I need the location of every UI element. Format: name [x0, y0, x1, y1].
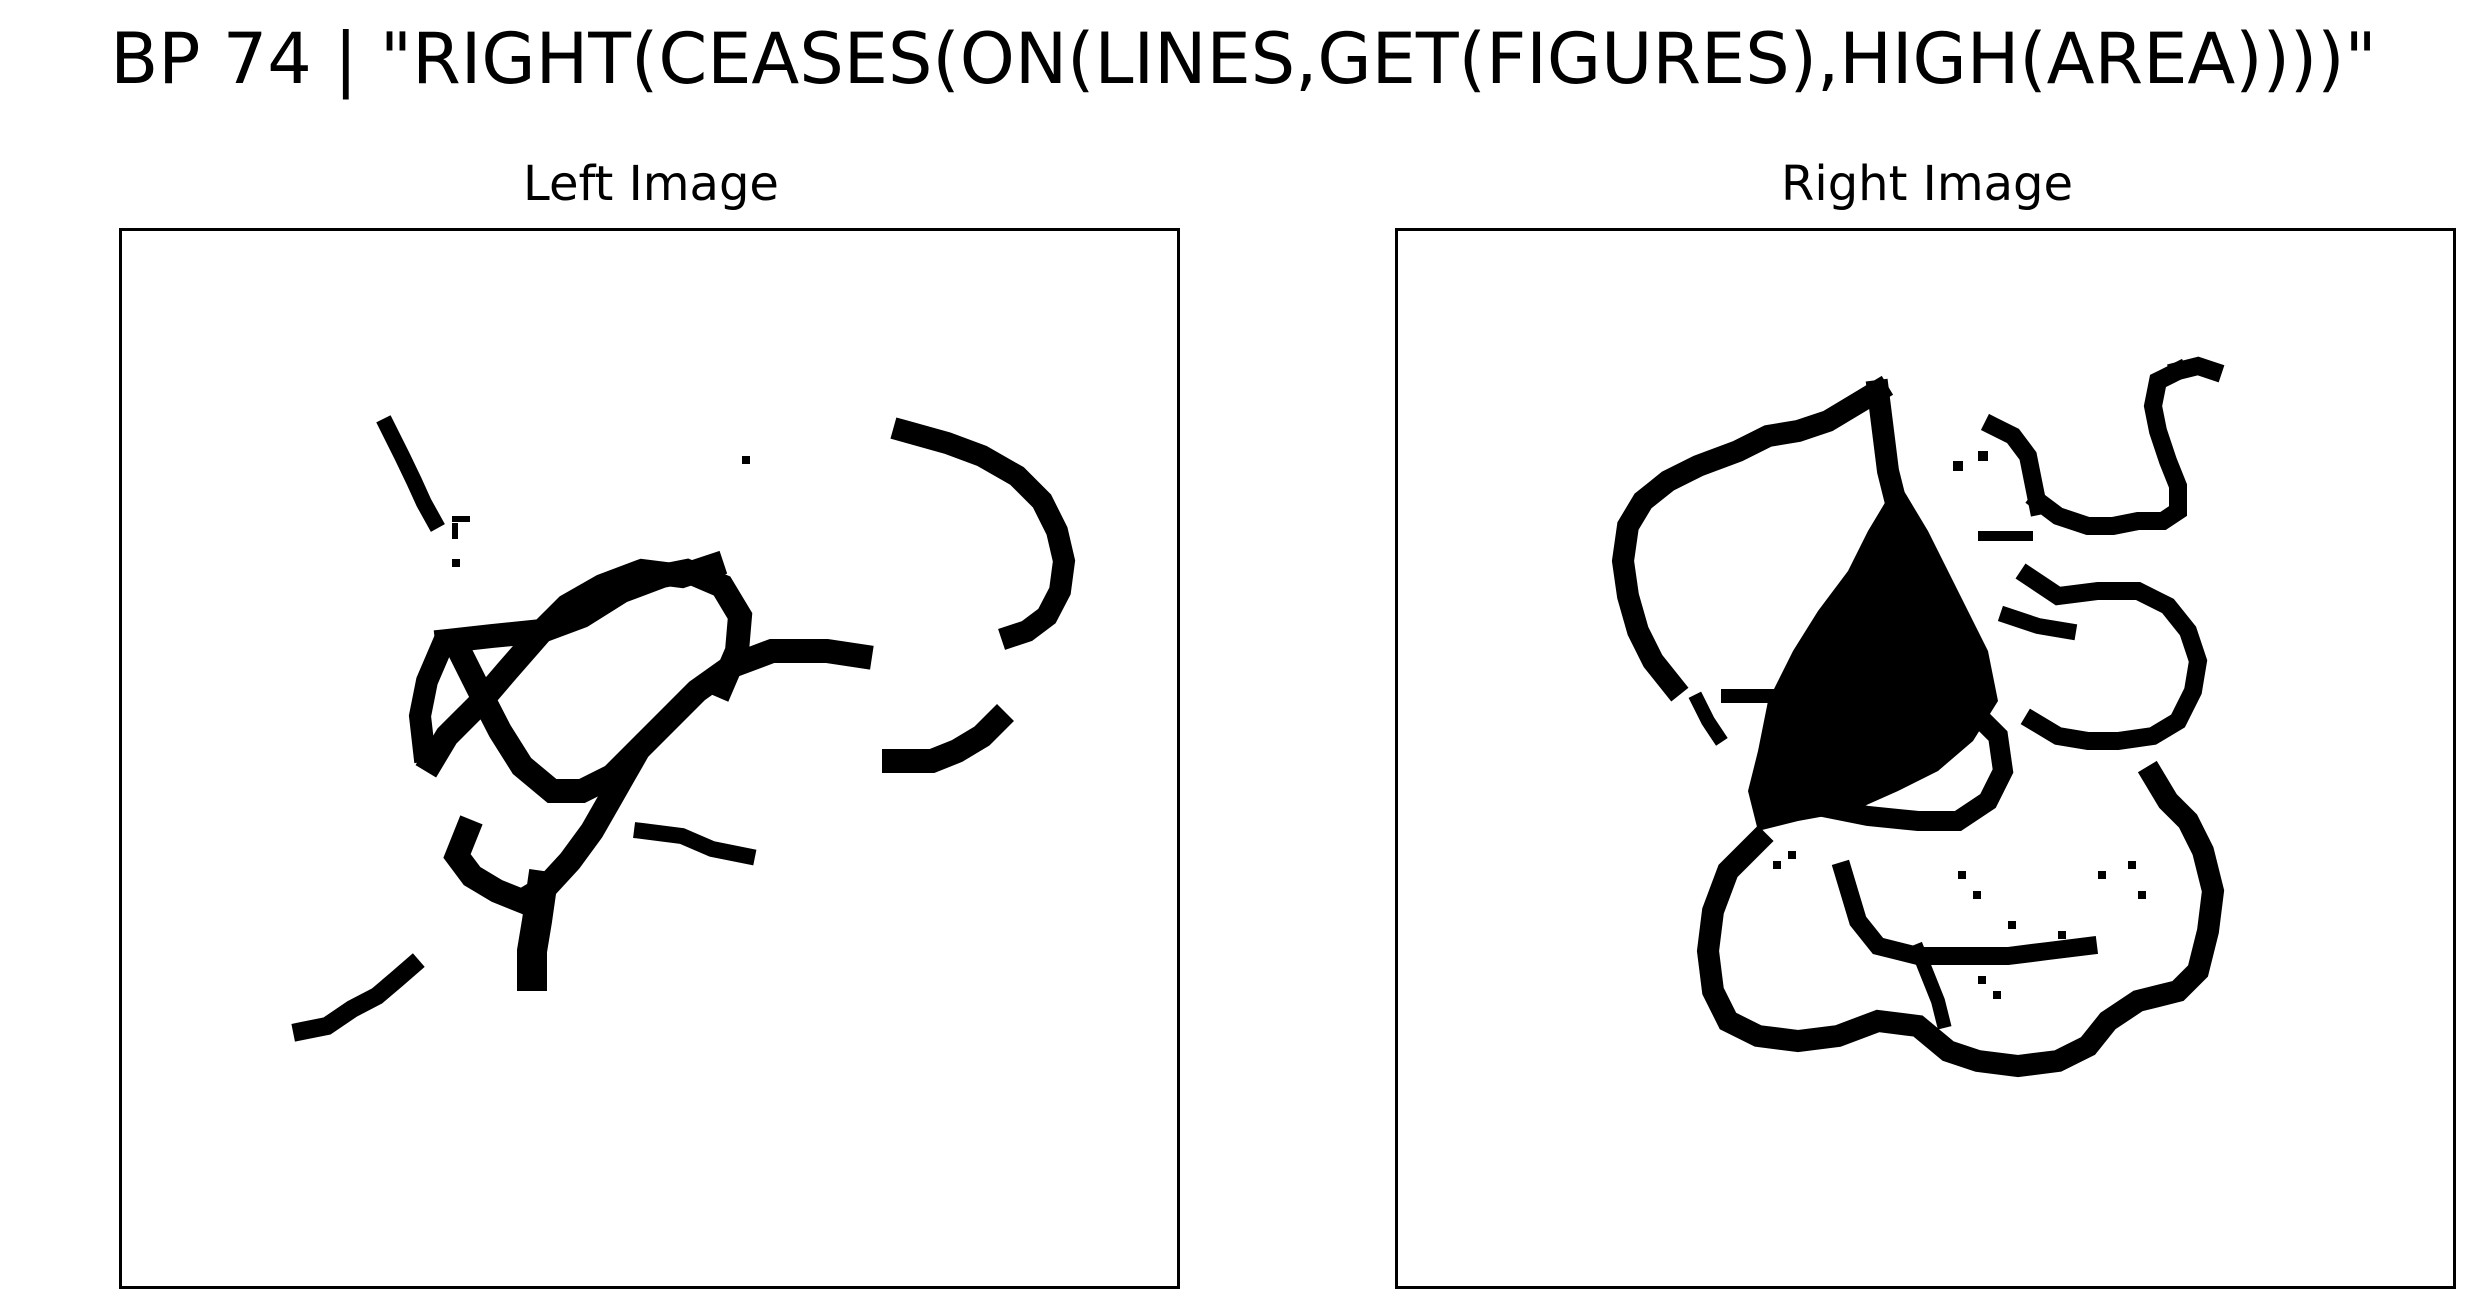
right-petal-stroke [1611, 375, 1894, 702]
left-stroke-dot [452, 559, 460, 567]
left-image-drawing [291, 415, 1076, 1042]
right-speck [1973, 891, 1981, 899]
left-panel-title: Left Image [523, 156, 779, 212]
left-lower-stroke [633, 822, 757, 866]
right-speck [2008, 921, 2016, 929]
right-panel-title: Right Image [1781, 156, 2073, 212]
right-speck [1773, 861, 1781, 869]
right-squiggle-stroke [2025, 358, 2191, 535]
right-squiggle-stroke [2167, 356, 2225, 383]
right-loop-stroke [2015, 563, 2208, 750]
right-bottom-stroke [1831, 859, 2099, 965]
left-small-stroke [882, 704, 1014, 773]
right-speck [1958, 871, 1966, 879]
right-image-panel [1395, 228, 2456, 1289]
left-loop-stroke [408, 631, 457, 764]
right-speck [1788, 851, 1796, 859]
right-speck [1853, 916, 1861, 924]
left-stroke-dot [452, 523, 458, 539]
left-loop-stroke [433, 558, 753, 702]
figure-title: BP 74 | "RIGHT(CEASES(ON(LINES,GET(FIGUR… [110, 18, 2377, 100]
right-central-mass [1748, 481, 1998, 831]
left-stroke-dot [742, 456, 750, 464]
right-bottom-stroke [1696, 760, 2225, 1078]
right-squiggle-stroke [1980, 413, 2049, 517]
right-loop-stroke [1997, 605, 2078, 641]
left-stroke-dot [452, 516, 470, 522]
right-speck [2128, 861, 2136, 869]
right-speck [2138, 891, 2146, 899]
left-short-stroke [376, 415, 445, 532]
right-ellipse-stroke [1765, 691, 2014, 831]
right-speck [2098, 871, 2106, 879]
left-lower-stroke [517, 869, 559, 991]
left-bottom-stroke [291, 953, 425, 1042]
right-speck [1978, 976, 1986, 984]
right-speck [2058, 931, 2066, 939]
right-speck [1978, 451, 1988, 461]
right-speck [1953, 461, 1963, 471]
right-bottom-stroke [1908, 941, 1952, 1030]
left-image-panel [119, 228, 1180, 1289]
left-arc-stroke [890, 417, 1076, 650]
right-central-stroke [1688, 691, 1728, 746]
right-image-drawing [1611, 356, 2225, 1078]
right-speck [1993, 991, 2001, 999]
